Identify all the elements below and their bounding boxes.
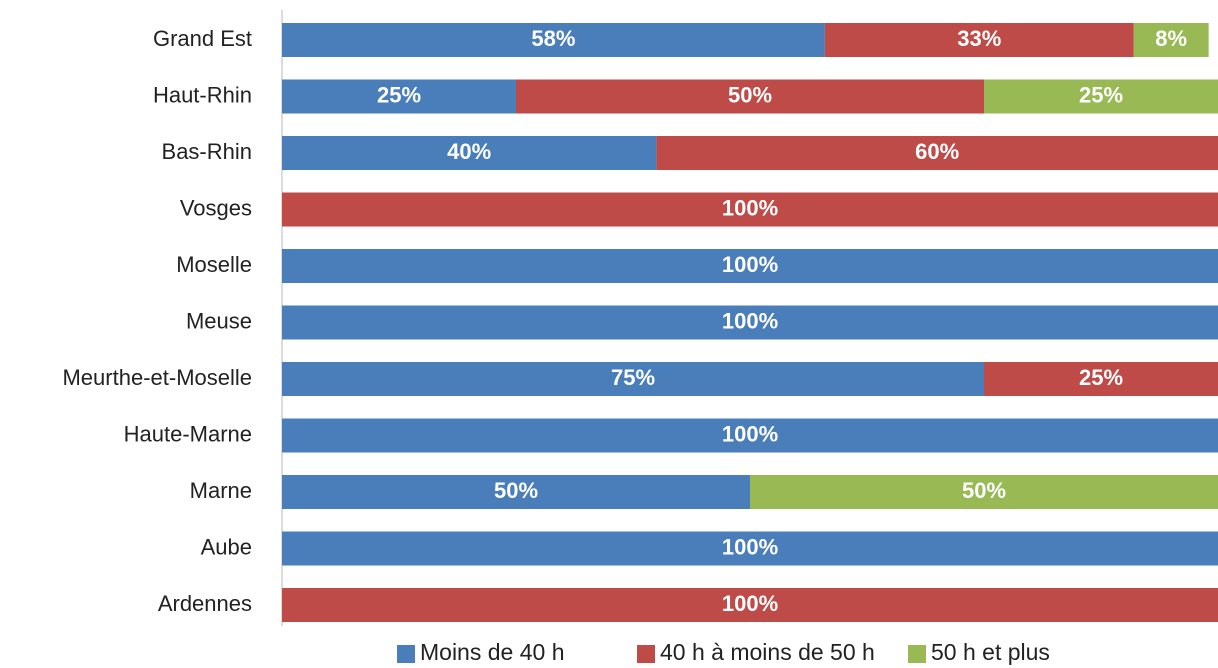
data-label: 25% [1079,365,1123,390]
category-label: Meuse [186,308,252,333]
bar-segment [656,136,1218,170]
data-label: 100% [722,252,778,277]
legend-swatch [397,645,415,663]
data-label: 58% [531,26,575,51]
category-label: Haut-Rhin [153,82,252,107]
legend: Moins de 40 h 40 h à moins de 50 h 50 h et… [397,639,1050,665]
data-label: 25% [377,82,421,107]
data-label: 50% [728,82,772,107]
bar-segment [984,362,1218,396]
bar-segment [282,249,1218,283]
bar-segment [282,588,1218,622]
bar-segment [282,362,984,396]
category-label: Vosges [180,195,252,220]
data-label: 100% [722,421,778,446]
category-labels: Grand Est Haut-Rhin Bas-Rhin Vosges Moselle M… [62,26,252,616]
category-label: Meurthe-et-Moselle [62,365,252,390]
bars [282,23,1218,622]
category-label: Haute-Marne [124,421,252,446]
category-label: Marne [190,478,252,503]
bar-segment [516,79,984,114]
category-label: Ardennes [158,591,252,616]
data-label: 50% [962,478,1006,503]
category-label: Moselle [176,252,252,277]
data-label: 100% [722,591,778,616]
category-label: Aube [201,534,252,559]
bar-segment [282,79,516,114]
legend-swatch [637,645,655,663]
bar-labels: 58% 33% 8% 25% 50% 25% 40% 60% 100% 100% 100% 75% 25… [377,26,1187,616]
legend-label: Moins de 40 h [420,639,564,665]
bar-segment [282,305,1218,340]
bar-segment [282,531,1218,566]
legend-swatch [908,645,926,663]
data-label: 75% [611,365,655,390]
bar-segment [750,475,1218,509]
data-label: 25% [1079,82,1123,107]
bar-segment [282,23,825,57]
bar-segment [282,136,657,170]
bar-segment [1133,23,1209,57]
data-label: 33% [957,26,1001,51]
bar-segment [824,23,1134,57]
category-label: Bas-Rhin [162,139,252,164]
data-label: 100% [722,308,778,333]
data-label: 60% [915,139,959,164]
data-label: 100% [722,534,778,559]
legend-label: 40 h à moins de 50 h [660,639,875,665]
data-label: 100% [722,195,778,220]
data-label: 8% [1155,26,1187,51]
bar-segment [282,192,1218,227]
legend-label: 50 h et plus [931,639,1050,665]
data-label: 50% [494,478,538,503]
bar-segment [282,475,750,509]
category-label: Grand Est [153,26,252,51]
bar-segment [282,418,1218,453]
data-label: 40% [447,139,491,164]
bar-segment [984,79,1218,114]
